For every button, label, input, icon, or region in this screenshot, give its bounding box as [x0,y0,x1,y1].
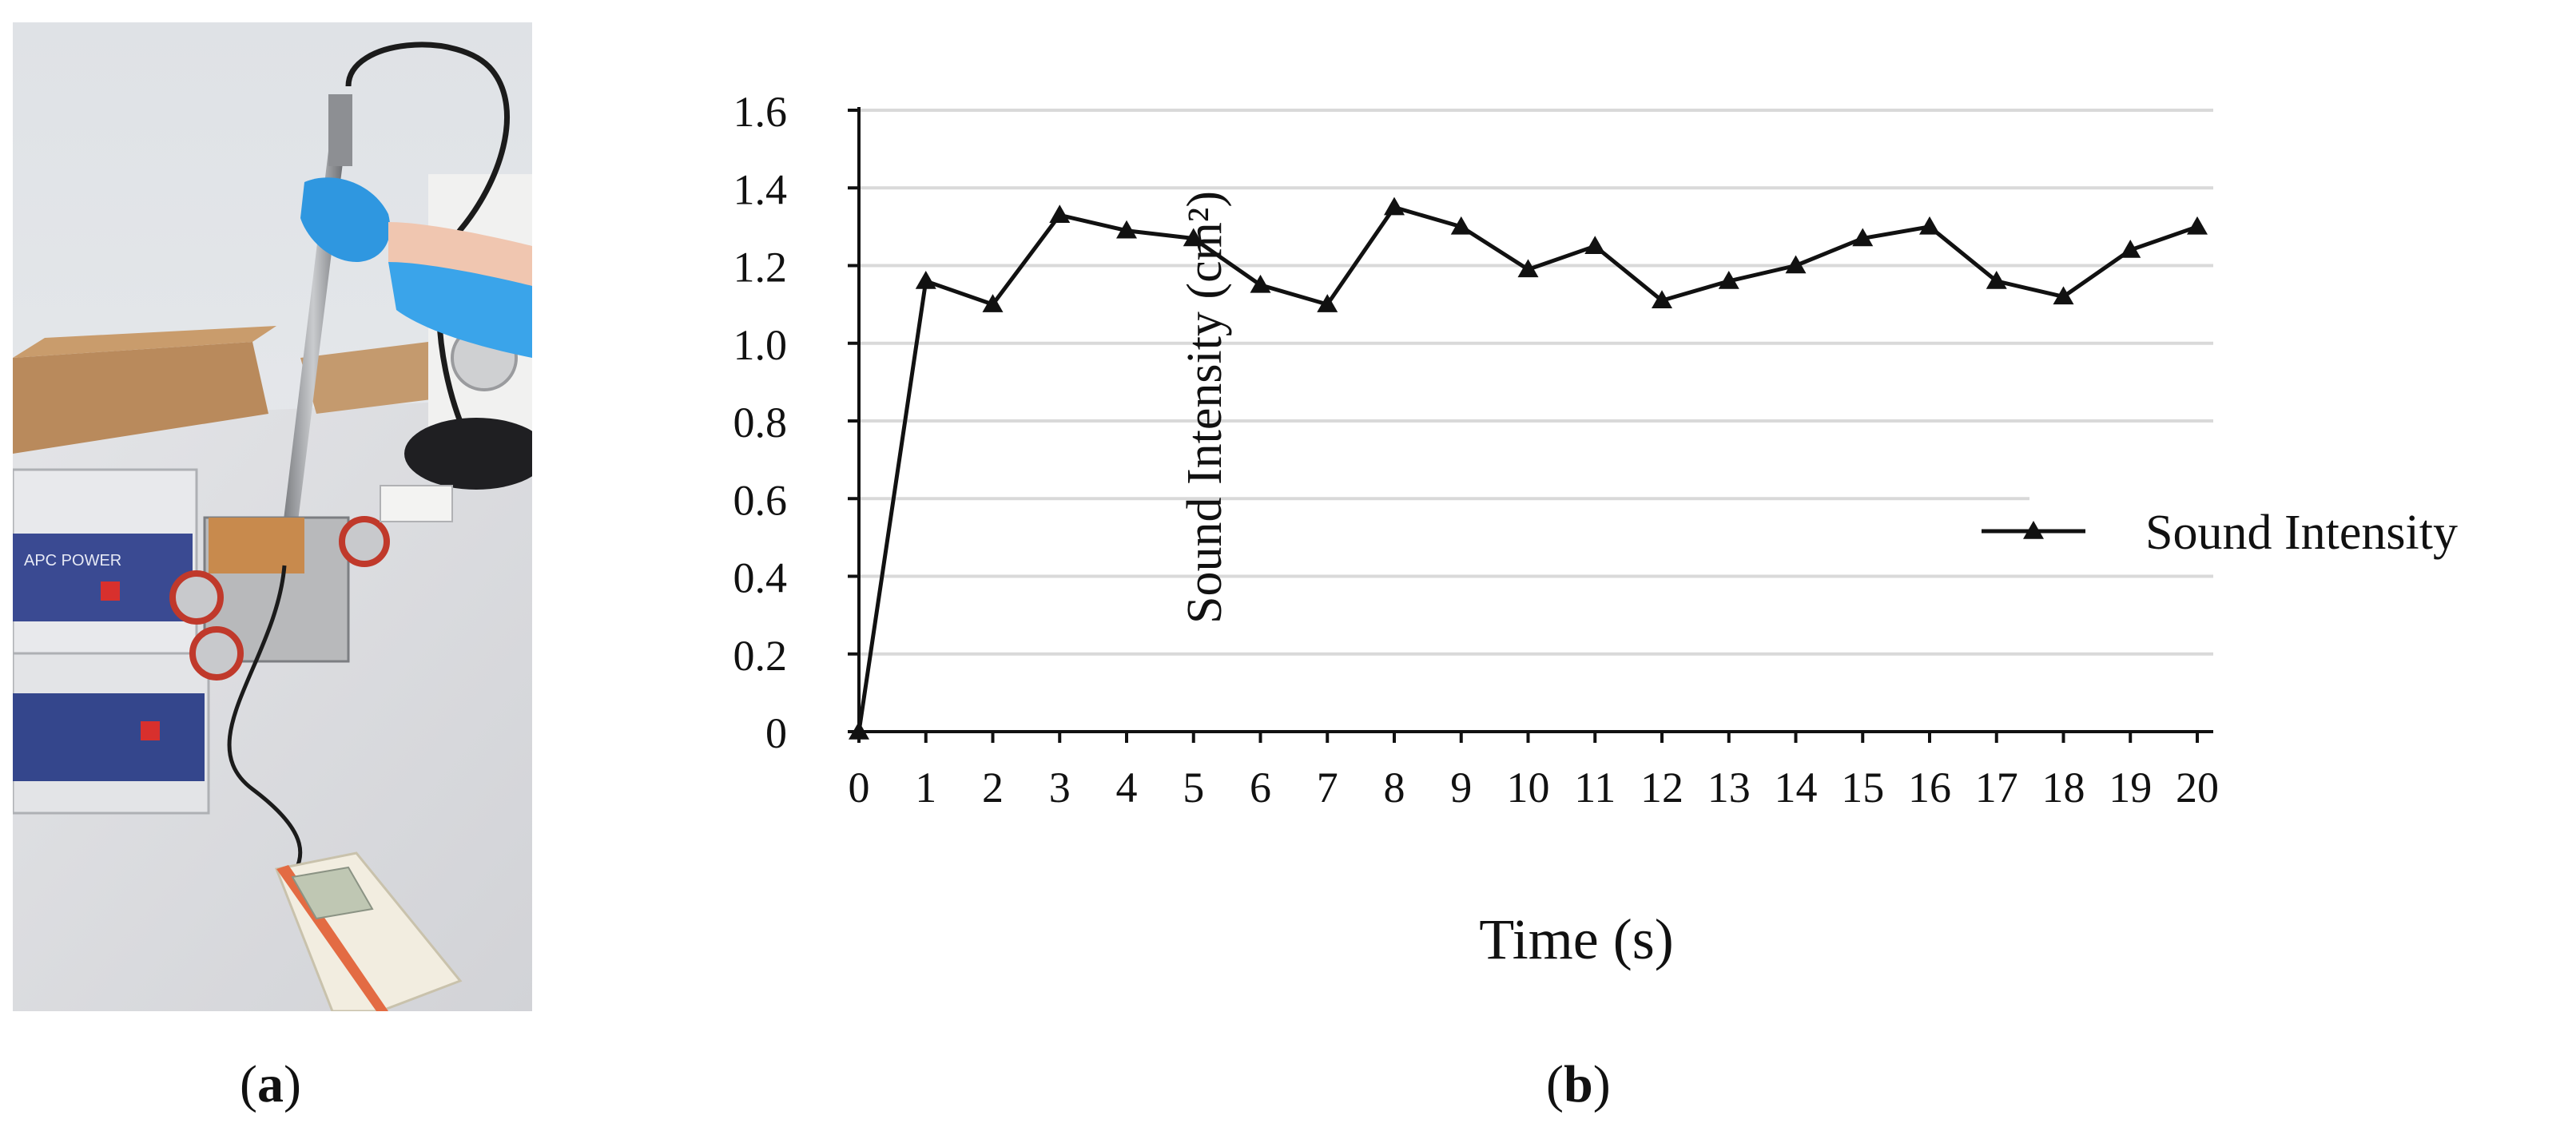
black-bag [404,418,532,490]
power-strip [380,485,453,522]
x-tick-label: 18 [2042,764,2085,812]
gloved-hand-lower [388,259,532,358]
data-point-marker [1852,228,1874,247]
y-tick-label: 0.4 [733,554,788,602]
y-tick-label: 1.6 [733,88,788,136]
generator-label: APC POWER [24,552,121,570]
data-point-marker [1049,204,1071,224]
x-tick-label: 10 [1507,764,1550,812]
y-tick-label: 0.6 [733,476,788,524]
meter-accent [276,865,388,1011]
data-point-marker [1517,259,1539,278]
x-tick-label: 12 [1640,764,1684,812]
panel-label-a-open: ( [240,1055,257,1113]
x-tick-label: 4 [1116,764,1138,812]
data-point-marker [2120,240,2141,258]
x-tick-label: 13 [1707,764,1751,812]
panel-label-b: (b) [1546,1058,1611,1111]
data-point-marker [1384,196,1405,216]
x-tick-label: 11 [1574,764,1616,812]
generator-upper-front [13,534,193,621]
data-point-marker [849,721,869,740]
x-tick-label: 0 [849,764,870,812]
cardboard-box-right [300,342,444,414]
panel-label-a: (a) [240,1058,301,1111]
cardboard-box [13,342,268,454]
data-point-marker [1652,290,1672,309]
y-tick-label: 1.0 [733,321,788,369]
x-tick-label: 7 [1317,764,1338,812]
y-tick-label: 1.4 [733,165,788,213]
data-point-marker [1317,294,1338,312]
x-tick-label: 19 [2109,764,2152,812]
x-tick-label: 14 [1775,764,1818,812]
data-point-marker [1785,255,1807,274]
generator-lower-switch [141,721,160,740]
transducer-right [339,516,390,567]
transducer-left-2 [189,626,244,681]
data-point-marker [1250,274,1271,293]
setup-photo: APC POWER [13,22,532,1011]
x-tick-label: 9 [1450,764,1472,812]
x-tick-label: 3 [1049,764,1071,812]
y-tick-label: 1.2 [733,244,788,292]
data-point-marker [1986,270,2007,289]
legend-marker [2023,521,2044,539]
panel-label-b-open: ( [1546,1055,1564,1113]
data-point-marker [1584,236,1606,254]
data-point-marker [982,294,1004,312]
series [849,196,2208,740]
gloved-hand-upper [300,177,391,262]
tank-lid-copper [209,518,304,573]
x-tick-label: 15 [1841,764,1884,812]
data-point-marker [2053,286,2074,305]
meter-screen [291,866,374,920]
sound-intensity-chart: 00.20.40.60.81.01.21.41.60 1 2 3 4 5 6 7 8 9 10 11 1… [733,88,2458,971]
data-point-marker [2187,216,2208,235]
x-tick-label: 16 [1908,764,1951,812]
generator-lower-front [13,693,205,781]
wrist-skin [388,222,532,286]
x-tick-label: 20 [2176,764,2219,812]
legend-label: Sound Intensity [2145,506,2458,560]
panel-label-a-letter: a [256,1055,284,1113]
x-axis-label: Time (s) [1479,907,1673,971]
y-tick-label: 0.8 [733,399,788,446]
y-tick-label: 0 [765,709,787,757]
data-point-marker [1718,270,1739,289]
legend: Sound Intensity [1982,506,2458,560]
x-tick-label: 8 [1384,764,1405,812]
data-point-marker [915,270,936,289]
x-tick-label: 17 [1975,764,2018,812]
panel-label-b-letter: b [1563,1055,1593,1113]
y-axis-label: Sound Intensity (cm²) [1178,191,1232,624]
axes: 00.20.40.60.81.01.21.41.60 1 2 3 4 5 6 7 8 9 10 11 1… [733,88,2220,812]
cardboard-box-top [13,326,276,358]
meter-cable [227,565,303,879]
x-tick-label: 1 [915,764,936,812]
transducer-left-1 [169,570,224,625]
data-point-marker [1919,216,1940,235]
x-tick-label: 5 [1183,764,1204,812]
panel-label-b-close: ) [1592,1055,1611,1113]
probe-handle [328,94,352,166]
grid [859,109,2213,656]
data-point-marker [1116,220,1137,239]
x-tick-label: 2 [982,764,1004,812]
data-point-marker [1183,228,1204,247]
data-point-marker [1450,216,1472,235]
x-tick-label: 6 [1250,764,1271,812]
panel-label-a-close: ) [283,1055,301,1113]
generator-power-switch [101,581,120,601]
y-tick-label: 0.2 [733,632,788,680]
